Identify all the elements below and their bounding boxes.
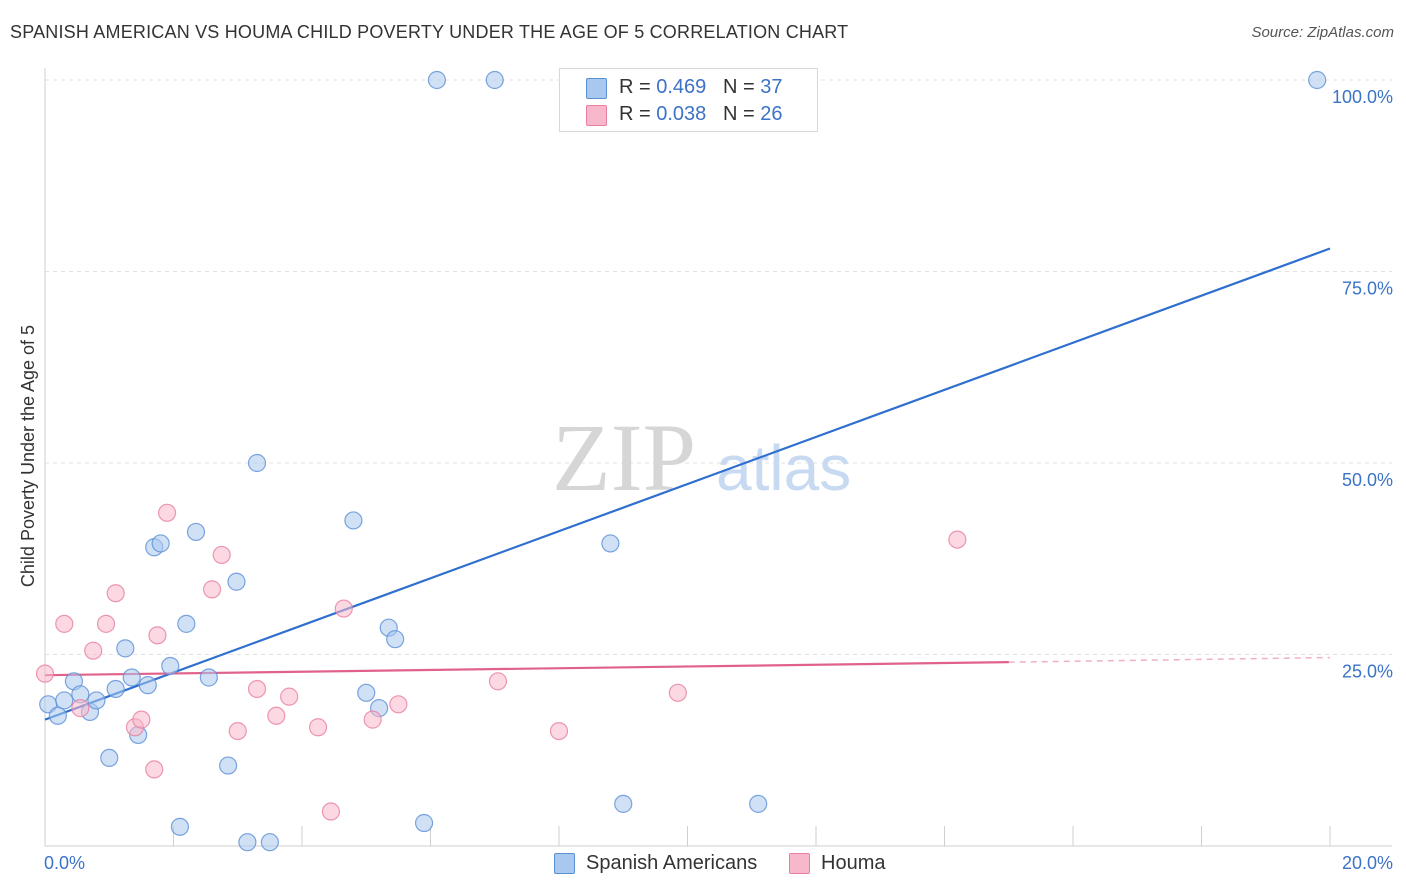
legend-swatch-pink (586, 105, 607, 126)
point-spanish-americans (260, 833, 279, 852)
point-houma (71, 699, 90, 718)
point-spanish-americans (199, 668, 218, 687)
legend-label: Spanish Americans (586, 852, 758, 874)
chart-title: SPANISH AMERICAN VS HOUMA CHILD POVERTY … (10, 22, 849, 42)
y-tick-label: 25.0% (1342, 662, 1393, 682)
point-spanish-americans (219, 756, 238, 775)
point-houma (96, 614, 116, 633)
point-spanish-americans (247, 453, 267, 473)
point-houma (145, 760, 164, 779)
point-spanish-americans (186, 522, 206, 542)
legend-swatch-pink (789, 853, 810, 874)
point-spanish-americans (55, 691, 74, 710)
y-tick-label: 50.0% (1342, 470, 1393, 490)
point-spanish-americans (100, 748, 119, 768)
point-houma (280, 687, 299, 706)
watermark-zip: ZIP (552, 404, 696, 511)
point-spanish-americans (138, 676, 157, 695)
point-spanish-americans (48, 706, 67, 725)
point-spanish-americans (344, 511, 363, 530)
point-spanish-americans (177, 614, 196, 633)
legend-swatch-blue (554, 853, 575, 874)
point-spanish-americans (227, 572, 246, 591)
point-houma (668, 683, 687, 702)
legend-stats: R = 0.469 N = 37 (619, 76, 783, 98)
watermark: ZIP atlas (552, 404, 851, 511)
point-spanish-americans (614, 794, 633, 813)
point-houma (106, 584, 125, 603)
point-houma (132, 710, 151, 729)
point-spanish-americans (151, 534, 170, 553)
point-houma (157, 503, 177, 522)
point-houma (308, 718, 328, 737)
point-houma (549, 721, 569, 741)
x-tick-label: 0.0% (44, 853, 85, 873)
legend-stats: R = 0.038 N = 26 (619, 103, 783, 125)
trend-lines (44, 247, 1331, 721)
point-houma (202, 580, 222, 599)
point-houma (267, 706, 286, 725)
point-spanish-americans (485, 70, 504, 90)
point-spanish-americans (170, 817, 190, 836)
point-houma (334, 599, 353, 618)
trend-line (44, 247, 1331, 721)
point-houma (212, 545, 231, 565)
point-houma (363, 710, 382, 729)
point-houma (84, 641, 103, 660)
point-spanish-americans (357, 683, 376, 702)
point-houma (488, 672, 508, 691)
y-tick-labels: 25.0% 50.0% 75.0% 100.0% (1332, 87, 1393, 682)
data-points (35, 70, 1327, 852)
trend-line (44, 661, 1009, 677)
y-tick-label: 75.0% (1342, 279, 1393, 299)
point-spanish-americans (427, 70, 447, 90)
point-spanish-americans (161, 656, 180, 676)
point-spanish-americans (87, 691, 106, 710)
point-houma (247, 679, 267, 699)
point-spanish-americans (116, 639, 135, 658)
correlation-legend: R = 0.469 N = 37 R = 0.038 N = 26 (559, 68, 818, 132)
trend-line-extension (1008, 656, 1331, 663)
point-houma (35, 664, 55, 683)
x-tick-label: 20.0% (1342, 853, 1393, 873)
point-houma (948, 530, 967, 549)
point-spanish-americans (122, 668, 141, 687)
point-houma (321, 802, 341, 821)
point-houma (228, 721, 247, 741)
point-spanish-americans (106, 679, 125, 699)
point-houma (55, 614, 74, 633)
legend-label: Houma (821, 852, 886, 874)
point-spanish-americans (386, 630, 405, 649)
point-spanish-americans (601, 534, 620, 553)
chart-source: Source: ZipAtlas.com (1251, 24, 1394, 41)
point-spanish-americans (749, 794, 768, 813)
y-axis-label: Child Poverty Under the Age of 5 (18, 325, 38, 587)
point-houma (148, 626, 167, 645)
watermark-atlas: atlas (716, 432, 851, 504)
y-tick-label: 100.0% (1332, 87, 1393, 107)
legend-swatch-blue (586, 78, 607, 99)
point-spanish-americans (238, 833, 257, 852)
gridlines (45, 79, 1392, 655)
point-spanish-americans (1308, 70, 1327, 90)
point-houma (389, 695, 408, 714)
point-spanish-americans (414, 813, 434, 833)
x-tick-labels: 0.0% 20.0% (44, 853, 1393, 873)
